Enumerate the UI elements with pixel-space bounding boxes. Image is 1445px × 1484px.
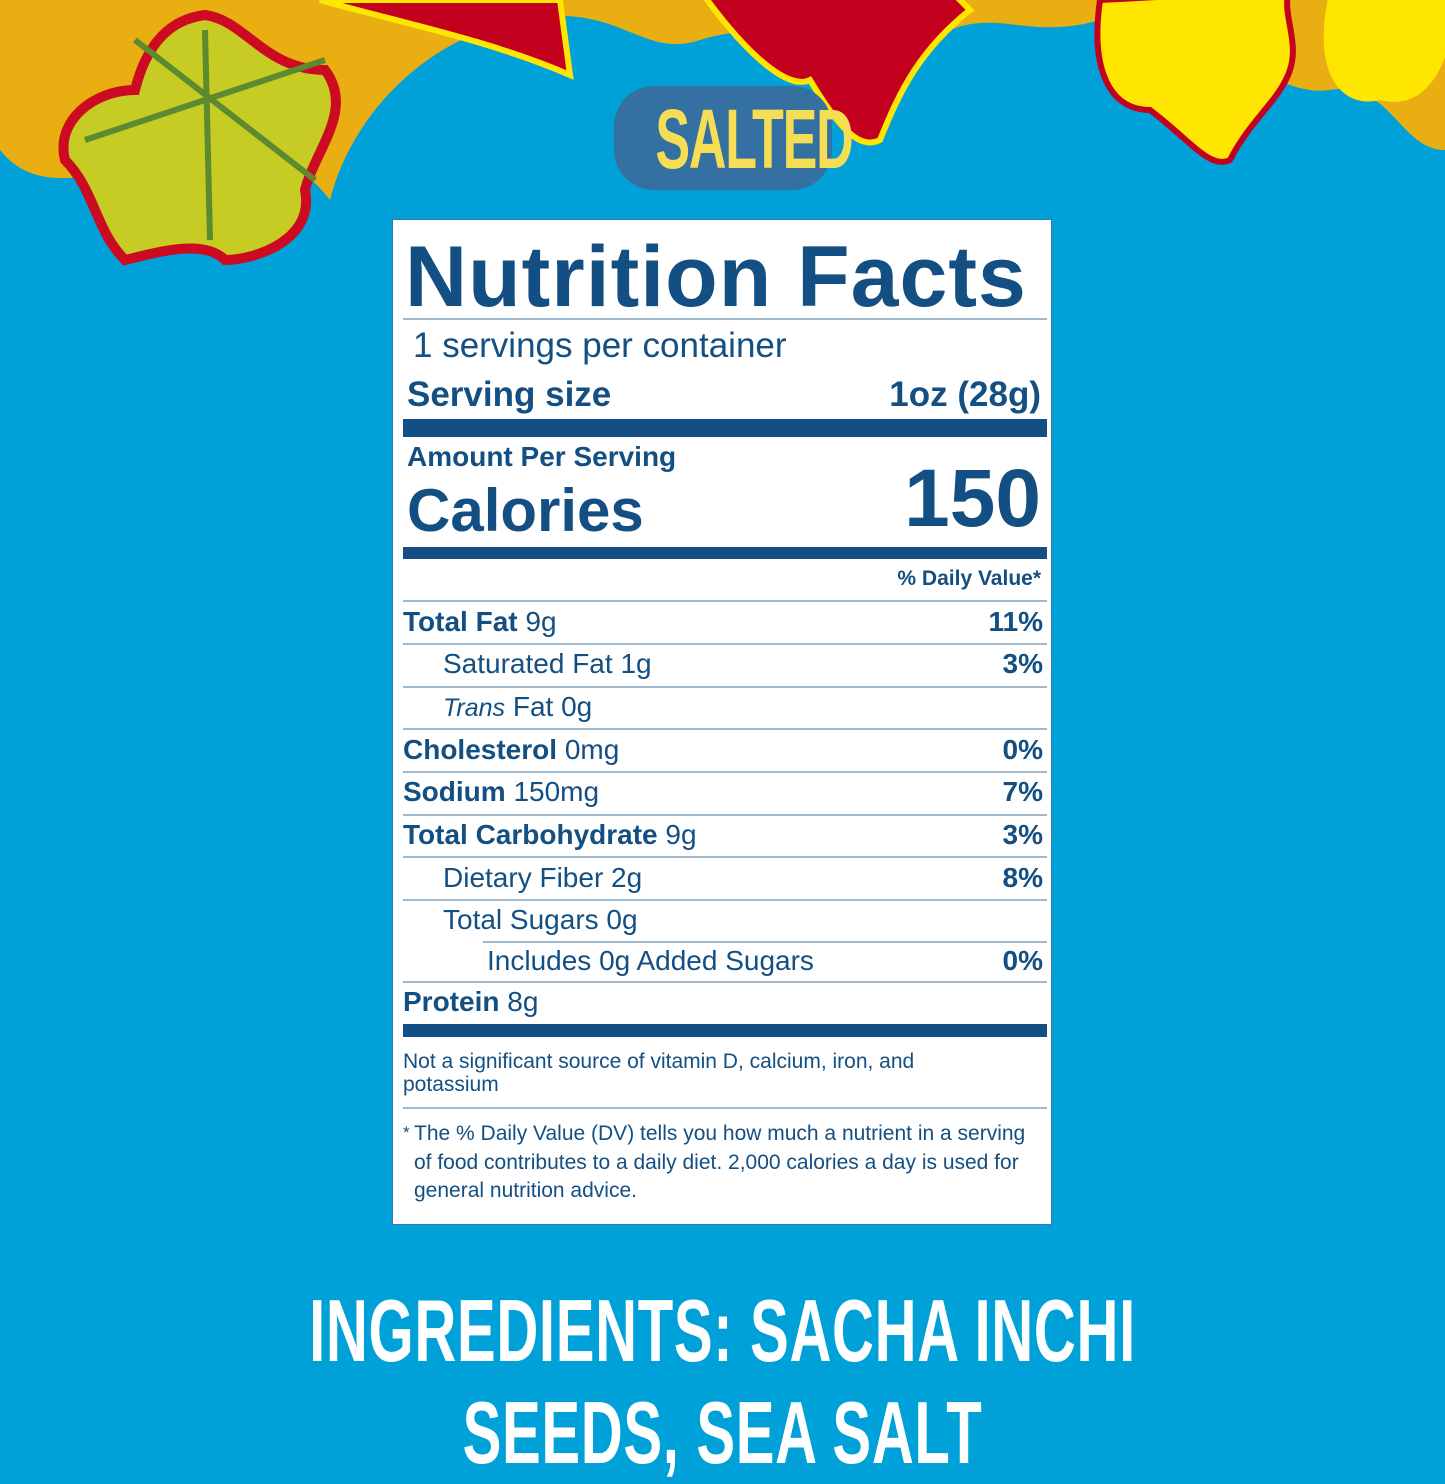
nutrient-row-sodium: Sodium 150mg 7%: [403, 776, 1043, 807]
label-title: Nutrition Facts: [405, 229, 1027, 325]
yellow-flower-right-icon: [1323, 0, 1445, 102]
ingredients-text: INGREDIENTS: SACHA INCHI SEEDS, SEA SALT: [309, 1281, 1136, 1482]
nutrient-row-added-sugars: Includes 0g Added Sugars 0%: [487, 945, 1043, 976]
vitamins-note: Not a significant source of vitamin D, c…: [403, 1050, 915, 1096]
flavor-badge: SALTED: [614, 86, 854, 190]
nutrient-row-total-carbohydrate: Total Carbohydrate 9g 3%: [403, 819, 1043, 850]
yellow-flower-icon: [1094, 0, 1296, 165]
serving-size-label: Serving size: [407, 375, 612, 414]
nutrient-row-trans-fat: Trans Fat 0g: [443, 691, 593, 722]
nutrient-row-protein: Protein 8g: [403, 986, 539, 1017]
nutrition-facts-label: Nutrition Facts 1 servings per container…: [392, 219, 1052, 1225]
daily-value-header: % Daily Value*: [897, 567, 1041, 590]
footnote-mark: *: [403, 1123, 410, 1142]
nutrient-row-total-sugars: Total Sugars 0g: [443, 904, 638, 935]
green-flower-icon: [58, 9, 341, 266]
red-petal-icon: [319, 0, 574, 80]
daily-value-footnote: The % Daily Value (DV) tells you how muc…: [414, 1122, 1026, 1202]
nutrient-row-dietary-fiber: Dietary Fiber 2g 8%: [443, 862, 1043, 893]
serving-size-value: 1oz (28g): [889, 375, 1041, 414]
nutrient-row-saturated-fat: Saturated Fat 1g 3%: [443, 648, 1043, 679]
calories-value: 150: [904, 453, 1041, 544]
amount-per-serving: Amount Per Serving: [407, 441, 677, 472]
red-flower-icon: [703, 0, 975, 146]
floral-decoration: [0, 0, 1445, 266]
nutrient-row-total-fat: Total Fat 9g 11%: [403, 606, 1043, 637]
nutrient-row-cholesterol: Cholesterol 0mg 0%: [403, 734, 1043, 765]
flavor-text: SALTED: [655, 92, 853, 186]
servings-per-container: 1 servings per container: [413, 326, 787, 365]
calories-label: Calories: [407, 477, 644, 544]
